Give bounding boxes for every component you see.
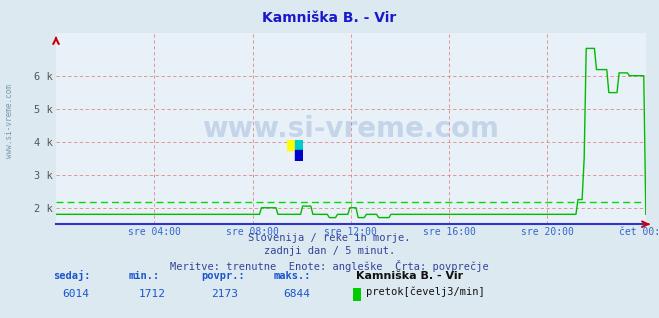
Text: Meritve: trenutne  Enote: angleške  Črta: povprečje: Meritve: trenutne Enote: angleške Črta: …	[170, 260, 489, 272]
Text: Slovenija / reke in morje.: Slovenija / reke in morje.	[248, 233, 411, 243]
Text: povpr.:: povpr.:	[201, 272, 244, 281]
Text: 2173: 2173	[211, 289, 238, 299]
Bar	[295, 140, 303, 150]
Text: maks.:: maks.:	[273, 272, 311, 281]
Text: zadnji dan / 5 minut.: zadnji dan / 5 minut.	[264, 246, 395, 256]
Text: 6014: 6014	[63, 289, 90, 299]
Text: Kamniška B. - Vir: Kamniška B. - Vir	[356, 272, 463, 281]
Text: pretok[čevelj3/min]: pretok[čevelj3/min]	[366, 287, 484, 297]
Text: 6844: 6844	[283, 289, 310, 299]
Text: sedaj:: sedaj:	[53, 270, 90, 281]
Text: min.:: min.:	[129, 272, 159, 281]
Text: Kamniška B. - Vir: Kamniška B. - Vir	[262, 11, 397, 25]
Text: www.si-vreme.com: www.si-vreme.com	[5, 84, 14, 158]
Text: 1712: 1712	[138, 289, 165, 299]
Text: www.si-vreme.com: www.si-vreme.com	[202, 115, 500, 143]
Bar	[295, 150, 303, 161]
Bar	[287, 140, 295, 150]
